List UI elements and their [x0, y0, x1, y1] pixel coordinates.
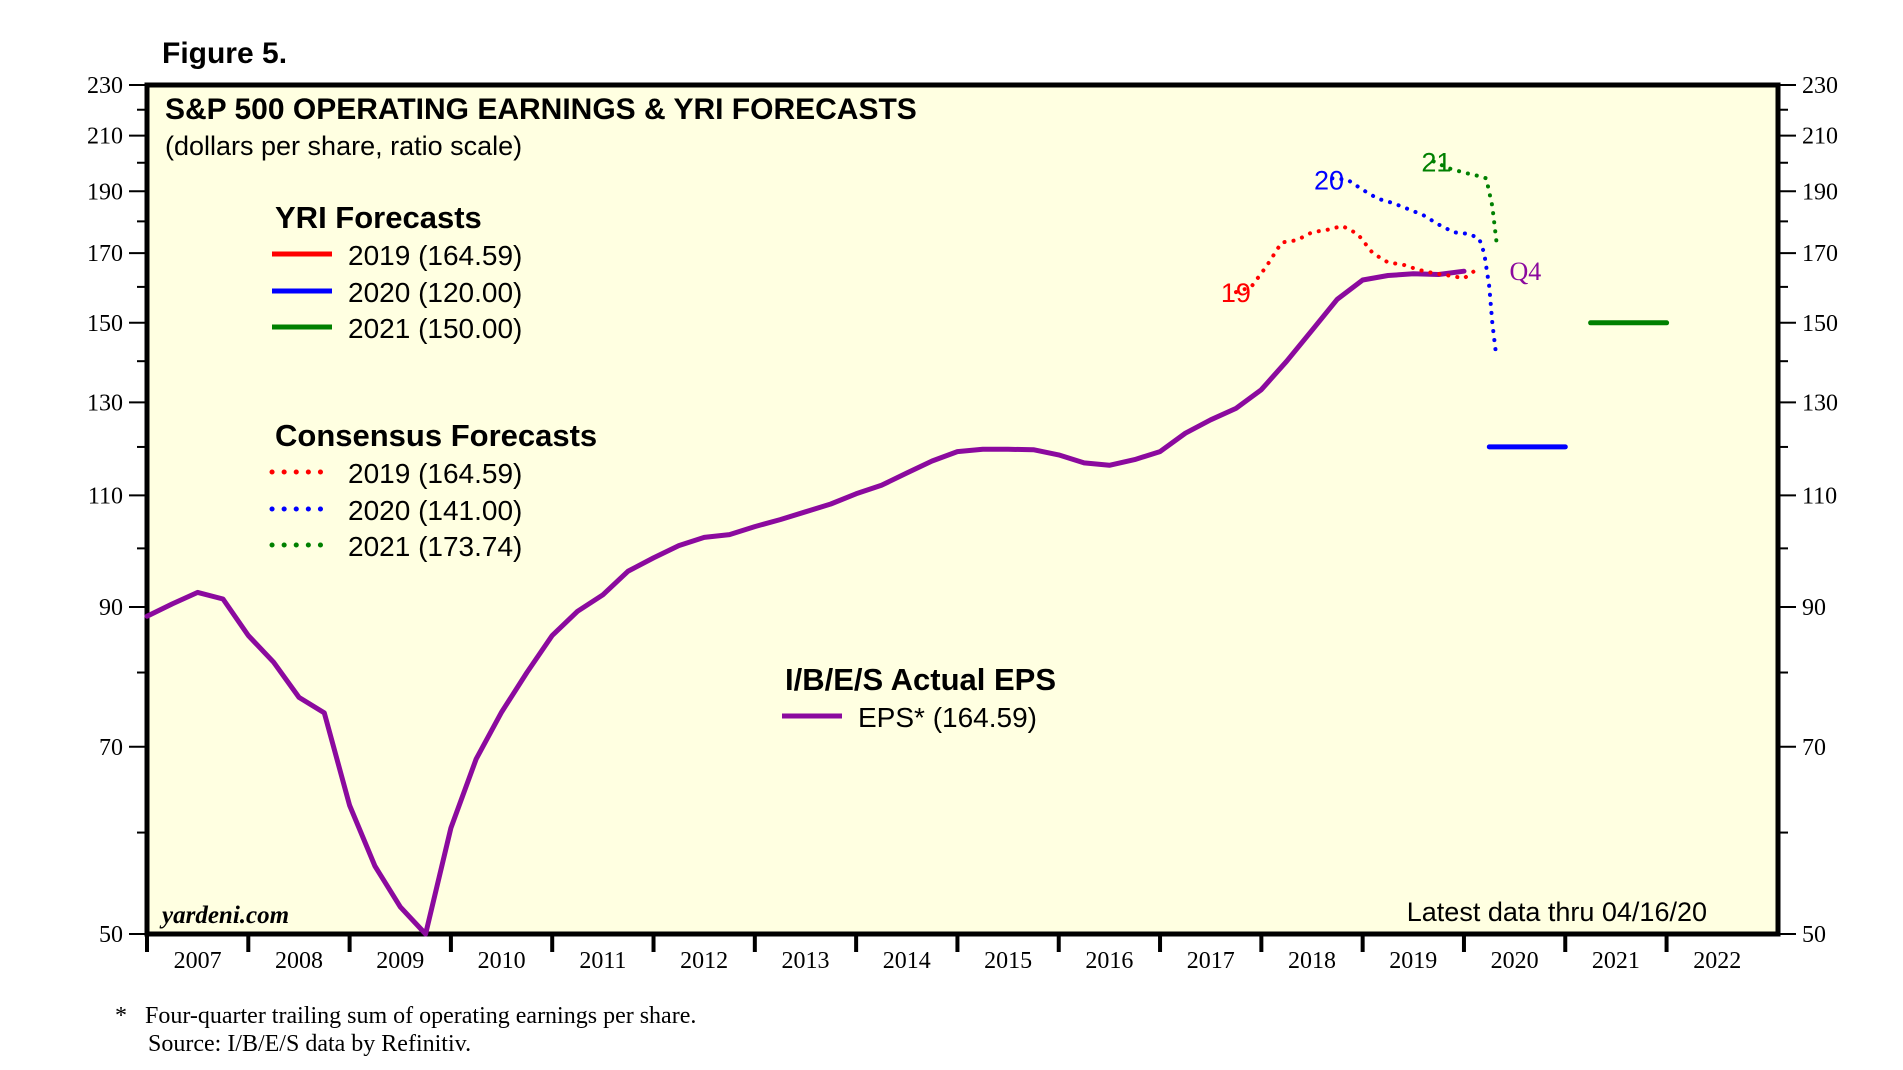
- legend-consensus: Consensus Forecasts 2019 (164.59) 2020 (…: [269, 418, 597, 562]
- series-line-0: [144, 268, 1467, 937]
- y-tick-label-left: 210: [87, 124, 123, 150]
- y-tick-label-right: 130: [1802, 390, 1838, 416]
- source-note: Source: I/B/E/S data by Refinitiv.: [148, 1031, 472, 1057]
- x-tick-label: 2018: [1288, 948, 1336, 974]
- y-tick-label-left: 90: [99, 595, 123, 621]
- y-tick-label-right: 190: [1802, 179, 1838, 205]
- legend-consensus-2020-label: 2020 (141.00): [348, 495, 522, 526]
- x-tick-label: 2015: [984, 948, 1032, 974]
- y-tick-label-left: 230: [87, 73, 123, 99]
- legend-consensus-2021-label: 2021 (173.74): [348, 531, 522, 562]
- x-tick-label: 2022: [1693, 948, 1741, 974]
- legend-yri-heading: YRI Forecasts: [275, 200, 482, 235]
- series-layer: [144, 159, 1670, 937]
- footnote-text: Four-quarter trailing sum of operating e…: [145, 1003, 697, 1029]
- footnote: * Four-quarter trailing sum of operating…: [115, 1003, 696, 1030]
- y-tick-label-right: 90: [1802, 595, 1826, 621]
- y-tick-label-right: 170: [1802, 241, 1838, 267]
- x-tick-label: 2012: [680, 948, 728, 974]
- y-tick-label-right: 70: [1802, 735, 1826, 761]
- annotation-19: 19: [1221, 278, 1251, 308]
- source-tag: yardeni.com: [159, 902, 289, 929]
- legend-yri: YRI Forecasts 2019 (164.59) 2020 (120.00…: [272, 200, 522, 344]
- legend-eps-heading: I/B/E/S Actual EPS: [785, 662, 1056, 697]
- y-tick-label-right: 230: [1802, 73, 1838, 99]
- series-line-1: [1234, 224, 1477, 295]
- x-tick-label: 2016: [1085, 948, 1133, 974]
- y-tick-label-right: 50: [1802, 922, 1826, 948]
- annotation-20: 20: [1314, 166, 1344, 196]
- x-tick-label: 2008: [275, 948, 323, 974]
- y-axis-left: 50 70 90 110 130 150 170 190 210 230: [87, 73, 147, 948]
- latest-data-note: Latest data thru 04/16/20: [1407, 897, 1707, 927]
- y-tick-label-right: 210: [1802, 124, 1838, 150]
- plot-area: [144, 82, 1781, 937]
- series-line-2: [1330, 176, 1499, 360]
- y-tick-label-left: 110: [88, 483, 123, 509]
- x-tick-label: 2013: [781, 948, 829, 974]
- series-line-3: [1431, 159, 1499, 244]
- x-tick-label: 2020: [1491, 948, 1539, 974]
- y-tick-label-left: 70: [99, 735, 123, 761]
- x-tick-label: 2010: [478, 948, 526, 974]
- legend-yri-2021-label: 2021 (150.00): [348, 313, 522, 344]
- x-tick-label: 2017: [1187, 948, 1235, 974]
- chart-subtitle: (dollars per share, ratio scale): [165, 131, 522, 161]
- x-tick-label: 2021: [1592, 948, 1640, 974]
- y-axis-right: 50 70 90 110 130 150 170 190 210 230: [1778, 73, 1838, 948]
- legend-eps: I/B/E/S Actual EPS EPS* (164.59): [782, 662, 1056, 733]
- chart-title: S&P 500 OPERATING EARNINGS & YRI FORECAS…: [165, 93, 917, 126]
- y-tick-label-right: 110: [1802, 483, 1837, 509]
- y-tick-label-left: 150: [87, 311, 123, 337]
- y-tick-label-left: 130: [87, 390, 123, 416]
- y-tick-label-left: 50: [99, 922, 123, 948]
- annotation-q4: Q4: [1510, 257, 1542, 286]
- legend-consensus-2019-label: 2019 (164.59): [348, 458, 522, 489]
- x-tick-label: 2014: [883, 948, 931, 974]
- x-tick-label: 2009: [376, 948, 424, 974]
- figure-label: Figure 5.: [162, 37, 287, 70]
- x-tick-label: 2011: [579, 948, 626, 974]
- x-axis: 2007 2008 2009 2010 2011 2012 2013 2014 2015 2016…: [145, 934, 1741, 974]
- annotation-21: 21: [1421, 147, 1451, 177]
- legend-eps-label: EPS* (164.59): [858, 702, 1037, 733]
- y-tick-label-right: 150: [1802, 311, 1838, 337]
- legend-consensus-heading: Consensus Forecasts: [275, 418, 597, 453]
- x-tick-label: 2007: [174, 948, 222, 974]
- footnote-star: *: [115, 1003, 127, 1029]
- y-tick-label-left: 170: [87, 241, 123, 267]
- legend-yri-2019-label: 2019 (164.59): [348, 240, 522, 271]
- y-tick-label-left: 190: [87, 179, 123, 205]
- x-tick-label: 2019: [1389, 948, 1437, 974]
- legend-yri-2020-label: 2020 (120.00): [348, 277, 522, 308]
- annotation-layer: 19 20 21 Q4: [1221, 147, 1541, 308]
